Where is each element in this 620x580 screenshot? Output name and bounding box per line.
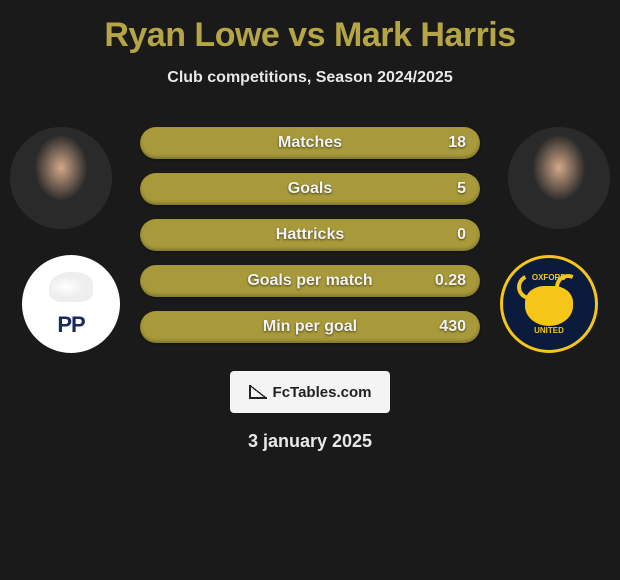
stat-row-hattricks: Hattricks 0: [140, 219, 480, 251]
avatar-placeholder: [10, 127, 112, 229]
stat-right-value: 18: [448, 134, 466, 152]
stat-label: Matches: [278, 134, 342, 152]
player-right-avatar: [508, 127, 610, 229]
club-left-badge-inner: PP: [22, 255, 120, 353]
date: 3 january 2025: [10, 431, 610, 452]
lamb-icon: [49, 272, 93, 302]
stat-bars: Matches 18 Goals 5 Hattricks 0 Goals per…: [140, 127, 480, 357]
stat-label: Min per goal: [263, 318, 357, 336]
stat-label: Goals: [288, 180, 332, 198]
stat-label: Goals per match: [247, 272, 372, 290]
player-right-name: Mark Harris: [334, 16, 516, 54]
stat-row-goals-per-match: Goals per match 0.28: [140, 265, 480, 297]
stats-block: PP OXFORD UNITED Matches 18 Goals 5: [10, 127, 610, 357]
stat-right-value: 0.28: [435, 272, 466, 290]
club-left-initials: PP: [57, 312, 84, 338]
vs-separator: vs: [279, 16, 334, 54]
brand-label: FcTables.com: [273, 384, 372, 401]
player-left-avatar: [10, 127, 112, 229]
stat-right-value: 0: [457, 226, 466, 244]
stat-row-matches: Matches 18: [140, 127, 480, 159]
club-right-label-bottom: UNITED: [534, 326, 564, 335]
stat-right-value: 5: [457, 180, 466, 198]
stat-right-value: 430: [439, 318, 466, 336]
stat-label: Hattricks: [276, 226, 344, 244]
avatar-placeholder: [508, 127, 610, 229]
page-title: Ryan Lowe vs Mark Harris: [10, 16, 610, 55]
club-right-badge-inner: OXFORD UNITED: [503, 258, 595, 350]
brand-box[interactable]: FcTables.com: [230, 371, 390, 413]
club-left-badge: PP: [22, 255, 120, 353]
player-left-name: Ryan Lowe: [104, 16, 279, 54]
club-right-badge: OXFORD UNITED: [500, 255, 598, 353]
comparison-card: Ryan Lowe vs Mark Harris Club competitio…: [0, 0, 620, 452]
chart-icon: [249, 385, 267, 399]
stat-row-min-per-goal: Min per goal 430: [140, 311, 480, 343]
ox-icon: [525, 286, 573, 326]
subtitle: Club competitions, Season 2024/2025: [10, 69, 610, 87]
stat-row-goals: Goals 5: [140, 173, 480, 205]
